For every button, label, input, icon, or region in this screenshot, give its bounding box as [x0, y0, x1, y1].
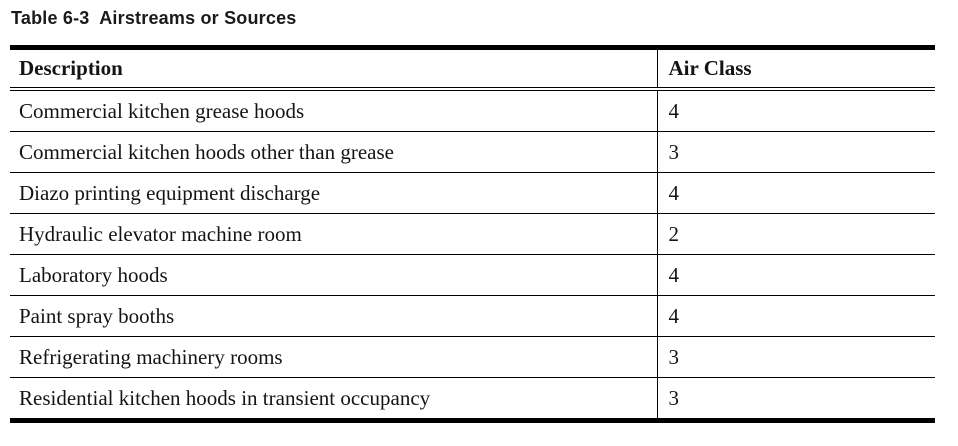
cell-air-class: 4	[657, 295, 935, 337]
table-row: Commercial kitchen grease hoods 4	[10, 89, 935, 132]
table-caption: Table 6-3 Airstreams or Sources	[11, 8, 297, 28]
document-page: Table 6-3 Airstreams or Sources Descript…	[0, 8, 958, 446]
table-row: Paint spray booths 4	[10, 295, 935, 337]
cell-description: Diazo printing equipment discharge	[10, 172, 658, 214]
table-row: Refrigerating machinery rooms 3	[10, 336, 935, 378]
cell-air-class: 3	[657, 131, 935, 173]
table-row: Residential kitchen hoods in transient o…	[10, 377, 935, 421]
cell-air-class: 4	[657, 254, 935, 296]
table-row: Diazo printing equipment discharge 4	[10, 172, 935, 214]
table-row: Hydraulic elevator machine room 2	[10, 213, 935, 255]
column-header-air-class: Air Class	[657, 47, 935, 91]
cell-air-class: 3	[657, 336, 935, 378]
cell-description: Commercial kitchen hoods other than grea…	[10, 131, 658, 173]
cell-description: Hydraulic elevator machine room	[10, 213, 658, 255]
cell-description: Residential kitchen hoods in transient o…	[10, 377, 658, 421]
cell-air-class: 4	[657, 172, 935, 214]
cell-description: Refrigerating machinery rooms	[10, 336, 658, 378]
cell-air-class: 2	[657, 213, 935, 255]
cell-description: Commercial kitchen grease hoods	[10, 89, 658, 132]
cell-air-class: 4	[657, 89, 935, 132]
cell-description: Laboratory hoods	[10, 254, 658, 296]
table-row: Laboratory hoods 4	[10, 254, 935, 296]
column-header-description: Description	[10, 47, 658, 91]
header-row: Description Air Class	[10, 47, 935, 91]
cell-description: Paint spray booths	[10, 295, 658, 337]
cell-air-class: 3	[657, 377, 935, 421]
airstreams-table: Description Air Class Commercial kitchen…	[10, 45, 935, 423]
table-row: Commercial kitchen hoods other than grea…	[10, 131, 935, 173]
